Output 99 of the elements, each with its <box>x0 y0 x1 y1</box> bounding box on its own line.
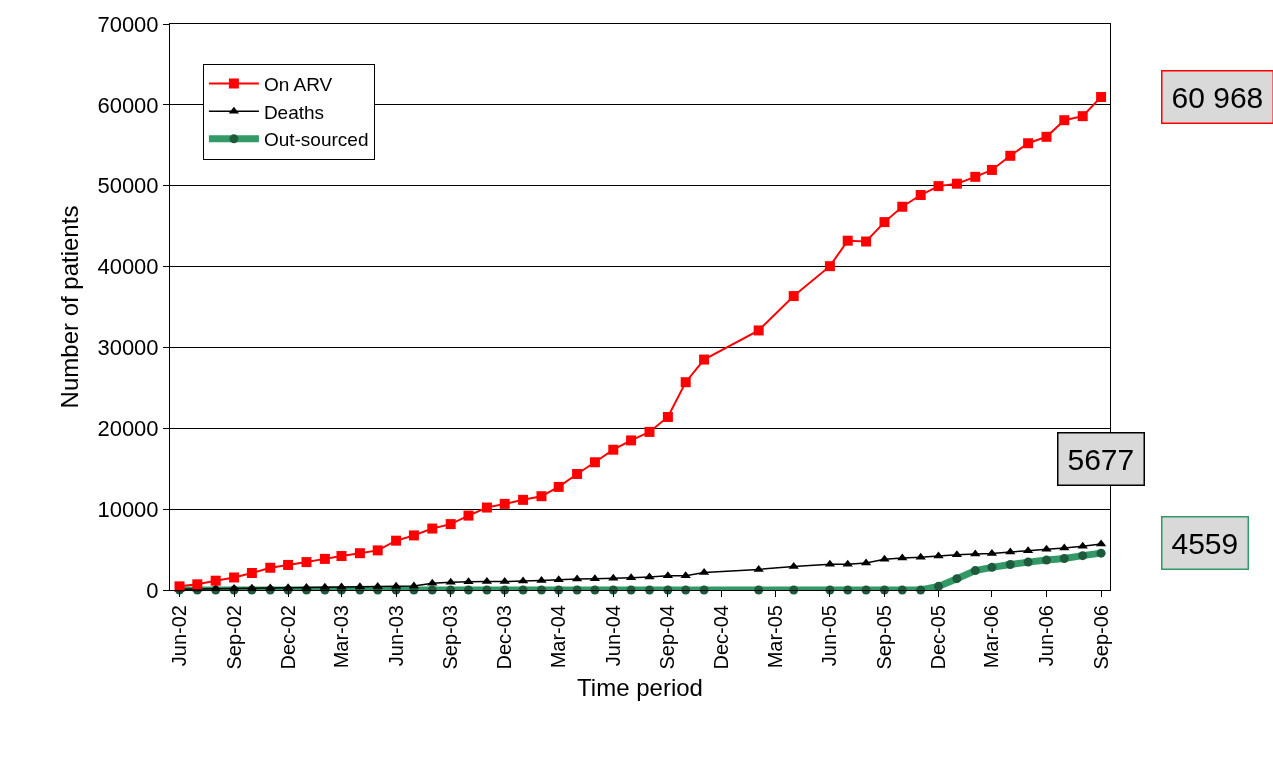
point <box>229 572 240 583</box>
x-tick-label: Dec-04 <box>710 605 733 670</box>
point <box>589 457 600 468</box>
x-tick-label: Jun-03 <box>384 605 407 667</box>
point <box>301 582 312 590</box>
y-tick-label: 30000 <box>97 335 159 361</box>
point <box>283 559 294 570</box>
point <box>445 519 456 530</box>
point <box>879 554 890 562</box>
point <box>680 377 691 388</box>
point <box>1077 541 1088 549</box>
point <box>463 510 474 521</box>
point <box>1005 547 1016 555</box>
point <box>427 523 438 534</box>
x-tick-label: Sep-05 <box>872 605 895 670</box>
y-tick-label: 50000 <box>97 173 159 199</box>
point <box>481 502 492 513</box>
legend-label: Out-sourced <box>263 129 369 151</box>
x-tick-label: Jun-06 <box>1035 605 1057 667</box>
point <box>699 354 710 365</box>
x-tick-label: Jun-04 <box>601 605 624 667</box>
point <box>336 551 347 562</box>
point <box>824 261 835 272</box>
point <box>970 549 981 557</box>
point <box>210 575 221 586</box>
y-tick-label: 70000 <box>97 11 159 37</box>
annotation: 4559 <box>1171 526 1239 560</box>
x-tick-label: Sep-03 <box>439 605 462 670</box>
point <box>1096 92 1107 103</box>
y-tick-label: 10000 <box>97 496 159 522</box>
point <box>536 491 547 502</box>
x-tick-label: Sep-02 <box>222 605 245 670</box>
y-axis-title: Number of patients <box>55 205 83 409</box>
point <box>753 564 764 572</box>
point <box>680 571 691 579</box>
y-tick-label: 20000 <box>97 415 159 441</box>
point <box>354 548 365 559</box>
point <box>1059 115 1070 126</box>
point <box>644 426 655 437</box>
point <box>608 573 619 581</box>
point <box>1023 138 1034 149</box>
point <box>1077 111 1088 122</box>
y-tick-label: 0 <box>146 577 159 603</box>
point <box>518 494 529 505</box>
point <box>265 562 276 573</box>
point <box>391 535 402 546</box>
point <box>644 572 655 580</box>
x-tick-label: Jun-02 <box>167 605 190 667</box>
legend-label: Deaths <box>263 101 325 123</box>
point <box>499 498 510 509</box>
point <box>319 553 330 564</box>
point <box>933 551 944 559</box>
x-tick-label: Mar-03 <box>330 605 352 669</box>
y-tick-label: 60000 <box>97 92 159 118</box>
point <box>788 291 799 302</box>
x-tick-label: Sep-04 <box>656 605 679 670</box>
point <box>246 568 257 579</box>
point <box>536 575 547 583</box>
point <box>662 411 673 422</box>
point <box>336 582 347 590</box>
point <box>572 468 583 479</box>
x-tick-label: Sep-06 <box>1089 605 1112 670</box>
point <box>753 325 764 336</box>
x-tick-label: Mar-05 <box>763 605 786 669</box>
x-tick-label: Jun-05 <box>818 605 841 667</box>
point <box>1041 131 1052 142</box>
point <box>933 181 944 192</box>
x-tick-label: Dec-03 <box>493 605 516 670</box>
point <box>986 164 997 175</box>
point <box>427 578 438 586</box>
point <box>1059 543 1070 551</box>
point <box>915 190 926 201</box>
y-tick-label: 40000 <box>97 254 159 280</box>
x-tick-label: Mar-06 <box>980 605 1003 669</box>
x-axis-title: Time period <box>577 673 703 701</box>
point <box>842 235 853 246</box>
x-tick-label: Mar-04 <box>547 605 570 669</box>
point <box>879 217 890 228</box>
point <box>897 553 908 561</box>
point <box>265 583 276 591</box>
point <box>626 435 637 446</box>
point <box>372 545 383 556</box>
point <box>608 444 619 455</box>
point <box>915 552 926 560</box>
point <box>897 201 908 212</box>
point <box>861 236 872 247</box>
point <box>301 557 312 568</box>
point <box>951 178 962 189</box>
x-tick-label: Dec-02 <box>276 605 299 670</box>
annotation: 5677 <box>1067 442 1135 476</box>
point <box>970 171 981 182</box>
legend-label: On ARV <box>263 73 333 95</box>
point <box>408 530 419 541</box>
x-tick-label: Dec-05 <box>927 605 949 670</box>
point <box>553 481 564 492</box>
point <box>1005 150 1016 161</box>
annotation: 60 968 <box>1171 80 1264 114</box>
point <box>192 579 203 590</box>
point <box>463 577 474 585</box>
